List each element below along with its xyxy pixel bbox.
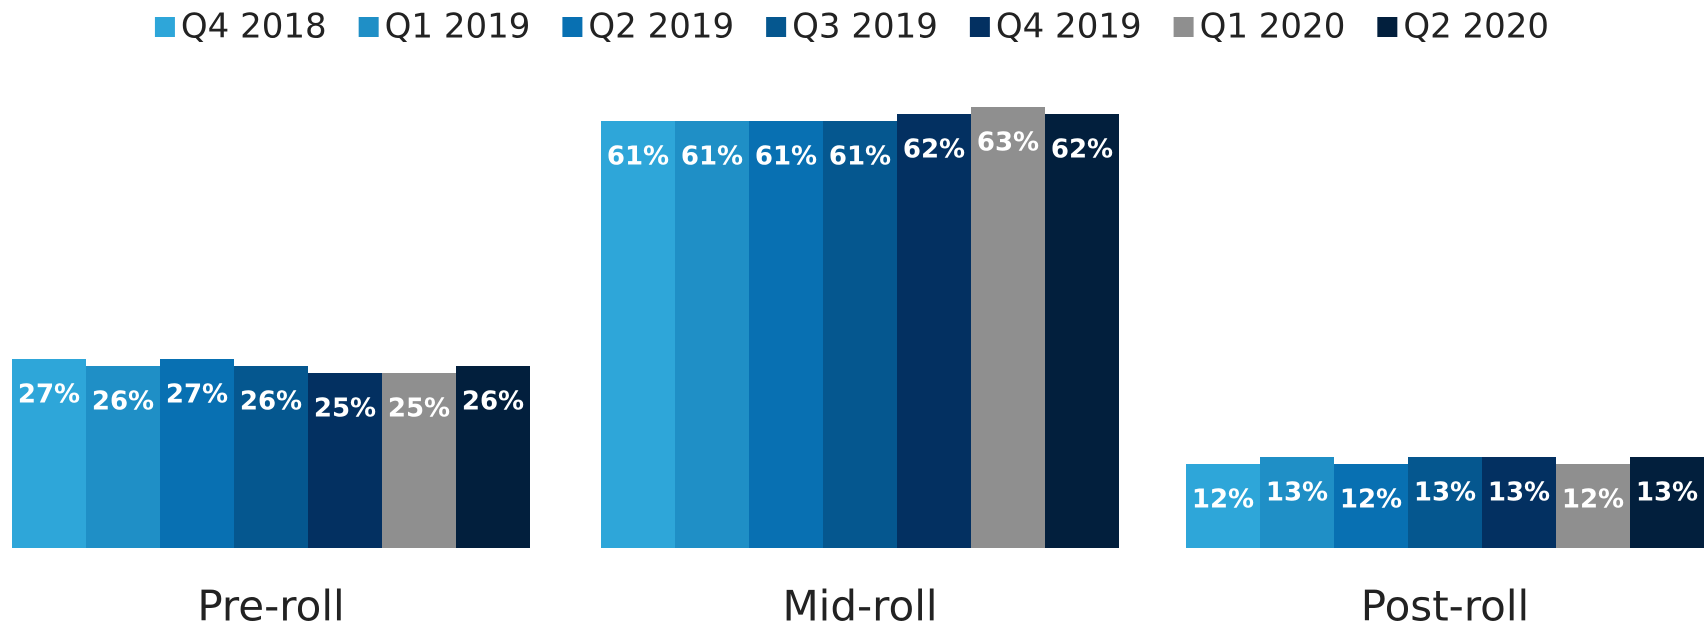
legend-label: Q4 2019 [996,7,1142,47]
bar [308,373,382,548]
legend-swatch [358,17,379,37]
value-label: 13% [1266,478,1328,508]
value-label: 13% [1488,478,1550,508]
value-label: 25% [388,394,450,424]
value-label: 61% [755,142,817,172]
bar [897,114,971,548]
bar [675,121,749,548]
bar [382,373,456,548]
value-label: 62% [1051,135,1113,165]
legend-label: Q1 2019 [385,7,531,47]
value-label: 26% [462,387,524,417]
value-label: 25% [314,394,376,424]
value-label: 12% [1562,485,1624,515]
value-label: 27% [18,380,80,410]
legend-label: Q2 2020 [1403,7,1549,47]
bar [1260,457,1334,548]
bar [601,121,675,548]
category-label: Pre-roll [197,582,344,628]
value-label: 13% [1636,478,1698,508]
bar [749,121,823,548]
bar [1408,457,1482,548]
legend-label: Q1 2020 [1200,7,1346,47]
value-label: 61% [607,142,669,172]
bar [234,366,308,548]
bar [1482,457,1556,548]
bar [160,359,234,548]
category-label: Mid-roll [782,582,937,628]
bar [971,107,1045,548]
bar [456,366,530,548]
legend-label: Q3 2019 [792,7,938,47]
legend-swatch [1173,17,1194,37]
bar [823,121,897,548]
value-label: 62% [903,135,965,165]
value-label: 12% [1340,485,1402,515]
bar [1334,464,1408,548]
legend-swatch [1377,17,1398,37]
value-label: 27% [166,380,228,410]
category-label: Post-roll [1361,582,1529,628]
legend-label: Q4 2018 [181,7,327,47]
bar [1186,464,1260,548]
value-label: 13% [1414,478,1476,508]
legend-label: Q2 2019 [588,7,734,47]
value-label: 61% [829,142,891,172]
bar [12,359,86,548]
legend-swatch [562,17,583,37]
bar [1556,464,1630,548]
value-label: 12% [1192,485,1254,515]
legend-swatch [766,17,787,37]
bar [86,366,160,548]
legend-swatch [969,17,990,37]
value-label: 63% [977,128,1039,158]
value-label: 26% [92,387,154,417]
bar [1630,457,1704,548]
legend-swatch [154,17,175,37]
bar [1045,114,1119,548]
value-label: 61% [681,142,743,172]
value-label: 26% [240,387,302,417]
